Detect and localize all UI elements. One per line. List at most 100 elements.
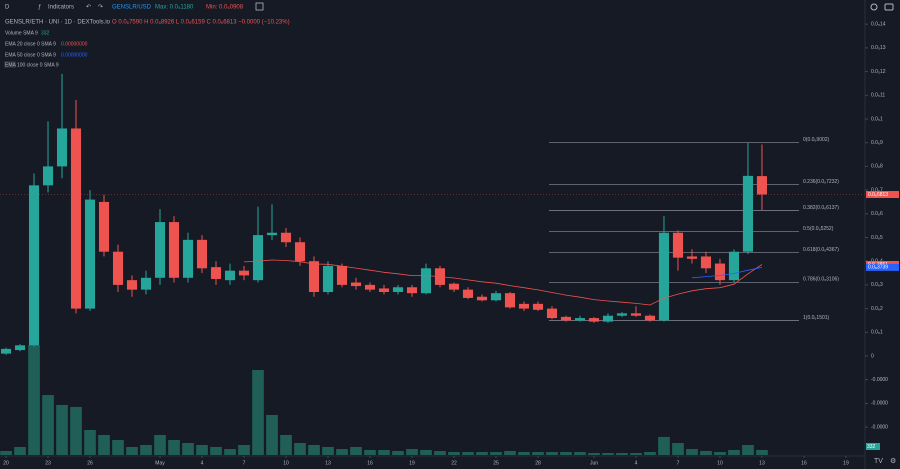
volume-tag-bg (866, 442, 880, 450)
volume-bar (182, 442, 194, 455)
fib-level-label: 1(0.0₆1501) (803, 315, 830, 321)
x-tick-label: 10 (717, 460, 723, 466)
volume-bar (448, 452, 460, 455)
indicator-value: 0.00000000 (61, 41, 88, 47)
candle-body (728, 251, 740, 281)
candle-body (364, 284, 376, 290)
y-tick-label: 0.0₆8 (871, 164, 883, 170)
min-price: Min: 0.0₆0908 (206, 5, 244, 11)
volume-bar (504, 450, 516, 455)
indicator-name: EMA 100 close 0 SMA 9 (5, 62, 59, 68)
volume-bar (518, 452, 530, 455)
volume-bar (238, 444, 250, 455)
indicator-value: 332 (41, 30, 50, 36)
volume-bar (714, 452, 726, 455)
y-tick-label: -0.0000 (871, 424, 888, 430)
ema-price-tag: 0.0₆3739 (868, 265, 888, 271)
volume-bar (616, 452, 628, 455)
indicators-button[interactable]: Indicators (48, 5, 74, 11)
settings-icon[interactable]: ⚙ (890, 457, 896, 465)
settings-button[interactable] (870, 3, 878, 11)
x-tick-label: 10 (283, 460, 289, 466)
undo-button[interactable]: ↶ (86, 4, 91, 11)
x-tick-label: 20 (3, 460, 9, 466)
volume-bar (14, 446, 26, 455)
volume-bar (700, 450, 712, 455)
volume-bar (546, 452, 558, 455)
x-tick-label: 23 (45, 460, 51, 466)
y-tick-label: -0.0000 (871, 401, 888, 407)
volume-bar (588, 452, 600, 455)
redo-button[interactable]: ↷ (98, 4, 103, 11)
max-price: Max: 0.0₅1180 (155, 5, 194, 11)
candle-body (392, 287, 404, 293)
x-tick-label: 22 (451, 460, 457, 466)
volume-bar (210, 446, 222, 455)
volume-bar (490, 452, 502, 455)
candle-body (308, 261, 320, 293)
candle-body (140, 277, 152, 290)
volume-bar (378, 449, 390, 455)
candle-body (154, 222, 166, 278)
x-tick-label: 7 (243, 460, 246, 466)
y-tick-label: 0.0₆9 (871, 140, 883, 146)
candle-body (14, 345, 26, 351)
interval-button[interactable]: D (5, 5, 10, 11)
x-tick-label: Jun (590, 460, 598, 466)
fullscreen-button[interactable] (255, 2, 264, 11)
ema-line (243, 259, 763, 306)
candle-body (28, 185, 40, 346)
volume-bar (126, 446, 138, 455)
y-tick-label: 0 (871, 353, 874, 359)
candle-body (168, 222, 180, 278)
y-tick-label: 0.0₅12 (871, 69, 886, 75)
volume-bar (84, 429, 96, 455)
candle-body (238, 270, 250, 276)
candle-body (224, 270, 236, 281)
volume-bar (574, 452, 586, 455)
x-tick-label: 19 (843, 460, 849, 466)
candle-body (742, 175, 754, 252)
y-tick-label: 0.0₆2 (871, 306, 883, 312)
candle-body (546, 308, 558, 319)
volume-bar (154, 434, 166, 455)
fib-level-label: 0.786(0.0₆3106) (803, 277, 839, 283)
volume-bar (420, 449, 432, 455)
volume-bar (392, 450, 404, 455)
x-tick-label: 4 (635, 460, 638, 466)
tv-logo: TV (874, 458, 883, 465)
candle-body (560, 316, 572, 321)
x-tick-label: 13 (325, 460, 331, 466)
pair-link[interactable]: GENSLR/USD (112, 5, 152, 11)
volume-bar (630, 452, 642, 455)
x-tick-label: 16 (801, 460, 807, 466)
fib-level-label: 0.236(0.0₆7232) (803, 179, 839, 185)
x-tick-label: 25 (493, 460, 499, 466)
indicator-name: EMA 20 close 0 SMA 9 (5, 41, 56, 47)
candle-body (266, 232, 278, 236)
candle-body (714, 263, 726, 281)
candle-body (672, 232, 684, 258)
candle-body (280, 232, 292, 243)
volume-bar (42, 395, 54, 455)
volume-bar (336, 449, 348, 455)
volume-bar (0, 450, 12, 455)
candle-body (378, 288, 390, 293)
volume-bar (462, 452, 474, 455)
snapshot-button[interactable] (884, 3, 894, 11)
candle-body (616, 313, 628, 316)
y-tick-label: 0.0₆6 (871, 211, 883, 217)
x-tick-label: 16 (367, 460, 373, 466)
candle-body (336, 265, 348, 285)
x-tick-label: May (155, 460, 165, 466)
indicators-icon[interactable]: ƒ (38, 5, 41, 11)
volume-bar (658, 436, 670, 455)
volume-bar (168, 439, 180, 455)
fib-level-label: 0.382(0.0₆6137) (803, 205, 839, 211)
y-tick-label: 0.0₅1 (871, 116, 883, 122)
volume-bar (98, 434, 110, 455)
collapse-button[interactable] (4, 61, 16, 68)
candle-body (294, 242, 306, 262)
candle-body (630, 313, 642, 316)
ema-line (691, 267, 763, 279)
